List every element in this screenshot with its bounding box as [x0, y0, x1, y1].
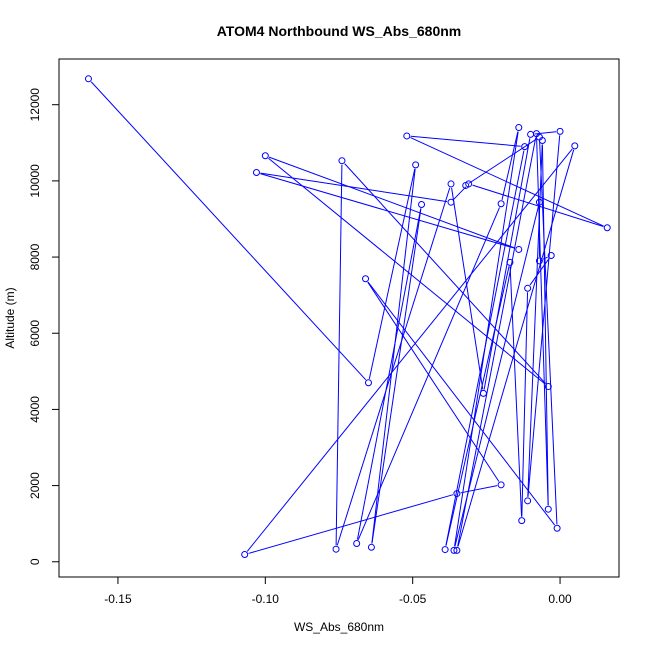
data-point — [84, 75, 92, 83]
data-point — [403, 132, 411, 140]
data-point — [453, 546, 461, 554]
data-point — [521, 143, 529, 151]
data-point — [362, 275, 370, 283]
x-axis-label: WS_Abs_680nm — [294, 620, 384, 634]
series-segment — [371, 208, 422, 544]
series-segment — [268, 157, 546, 385]
series-segment — [527, 135, 561, 497]
data-point — [497, 481, 505, 489]
y-tick-label: 2000 — [28, 472, 42, 499]
data-point — [447, 198, 455, 206]
data-point — [479, 389, 487, 397]
series-segment — [468, 138, 537, 184]
data-point — [261, 152, 269, 160]
series-segment — [344, 163, 546, 384]
y-tick-label: 0 — [28, 558, 42, 565]
series-segment — [356, 208, 422, 540]
x-tick-label: -0.15 — [104, 592, 132, 606]
series-segment — [410, 135, 521, 147]
series-segment — [457, 137, 537, 547]
series-segment — [445, 266, 510, 546]
data-point — [367, 543, 375, 551]
data-point — [353, 539, 361, 547]
data-point — [241, 551, 249, 559]
data-point — [518, 517, 526, 525]
data-point — [338, 157, 346, 165]
series-segment — [368, 168, 416, 379]
series-segment — [457, 149, 575, 547]
series-segment — [410, 137, 604, 227]
data-point — [544, 505, 552, 513]
series-segment — [460, 485, 498, 494]
data-point — [364, 379, 372, 387]
y-tick-label: 6000 — [28, 320, 42, 347]
data-point — [252, 169, 260, 177]
data-point — [603, 224, 611, 232]
series-segment — [472, 184, 604, 228]
series-segment — [521, 292, 529, 517]
series-segment — [529, 258, 550, 286]
y-tick-label: 10000 — [28, 164, 42, 198]
data-point — [571, 142, 579, 150]
series-segment — [260, 172, 448, 203]
series-segment — [90, 81, 367, 381]
data-point — [332, 545, 340, 553]
series-segment — [248, 494, 454, 554]
data-point — [535, 133, 543, 141]
x-tick-label: 0.00 — [548, 592, 572, 606]
y-tick-label: 8000 — [28, 243, 42, 270]
series-segment — [371, 168, 416, 544]
x-tick-label: -0.05 — [399, 592, 427, 606]
data-point — [441, 546, 449, 554]
data-point — [515, 245, 523, 253]
data-point — [453, 490, 461, 498]
series-segment — [527, 144, 543, 497]
data-point — [535, 198, 543, 206]
series-segment — [534, 131, 557, 135]
data-point — [524, 284, 532, 292]
data-point — [556, 127, 564, 135]
data-point — [497, 200, 505, 208]
data-point — [527, 130, 535, 138]
data-point — [462, 181, 470, 189]
data-point — [506, 258, 514, 266]
data-point — [447, 180, 455, 188]
y-axis: 0 2000 4000 6000 8000 10000 12000 — [28, 88, 60, 565]
x-tick-label: -0.10 — [252, 592, 280, 606]
y-tick-label: 4000 — [28, 396, 42, 423]
series-segment — [453, 186, 467, 200]
data-point — [553, 524, 561, 532]
data-point — [450, 546, 458, 554]
data-point — [412, 161, 420, 169]
chart-title: ATOM4 Northbound WS_Abs_680nm — [217, 23, 462, 39]
series-segment — [445, 150, 525, 546]
series-segment — [335, 164, 343, 546]
data-point — [524, 497, 532, 505]
series-segment — [541, 144, 549, 506]
series-segment — [451, 187, 484, 390]
series-segment — [509, 266, 523, 517]
series-segment — [268, 156, 516, 249]
data-point — [418, 200, 426, 208]
data-point — [544, 383, 552, 391]
data-point — [547, 252, 555, 260]
series-layer — [84, 75, 611, 559]
series-segment — [336, 187, 451, 546]
y-tick-label: 12000 — [28, 88, 42, 122]
series-segment — [367, 281, 500, 482]
x-axis: -0.15 -0.10 -0.05 0.00 — [104, 576, 572, 606]
y-axis-label: Altitude (m) — [3, 287, 17, 348]
series-segment — [357, 207, 501, 540]
series-segment — [367, 281, 556, 526]
series-segment — [246, 148, 573, 552]
data-point — [535, 257, 543, 265]
data-point — [515, 124, 523, 132]
series-segment — [539, 141, 558, 525]
series-segment — [501, 131, 519, 200]
